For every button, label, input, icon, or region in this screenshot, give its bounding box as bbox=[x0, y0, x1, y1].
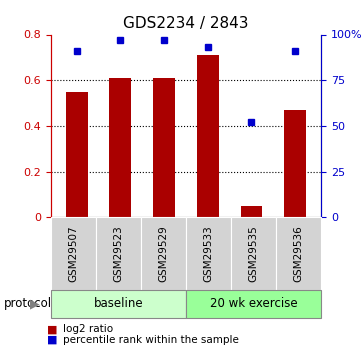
Bar bbox=[66, 92, 88, 217]
Text: GSM29507: GSM29507 bbox=[68, 225, 78, 282]
Text: GSM29523: GSM29523 bbox=[113, 225, 123, 282]
Text: ■: ■ bbox=[47, 335, 57, 345]
Text: baseline: baseline bbox=[93, 297, 143, 310]
Text: 20 wk exercise: 20 wk exercise bbox=[210, 297, 297, 310]
Text: percentile rank within the sample: percentile rank within the sample bbox=[63, 335, 239, 345]
Text: GSM29535: GSM29535 bbox=[249, 225, 258, 282]
Text: ■: ■ bbox=[47, 325, 57, 334]
Bar bbox=[197, 55, 219, 217]
Text: GSM29529: GSM29529 bbox=[158, 225, 168, 282]
Title: GDS2234 / 2843: GDS2234 / 2843 bbox=[123, 16, 249, 31]
Bar bbox=[153, 78, 175, 217]
Text: GSM29533: GSM29533 bbox=[204, 225, 213, 282]
Text: protocol: protocol bbox=[4, 297, 52, 310]
Bar bbox=[109, 78, 131, 217]
Text: ▶: ▶ bbox=[30, 297, 39, 310]
Bar bbox=[284, 110, 306, 217]
Text: GSM29536: GSM29536 bbox=[294, 225, 304, 282]
Bar bbox=[240, 206, 262, 217]
Text: log2 ratio: log2 ratio bbox=[63, 325, 113, 334]
